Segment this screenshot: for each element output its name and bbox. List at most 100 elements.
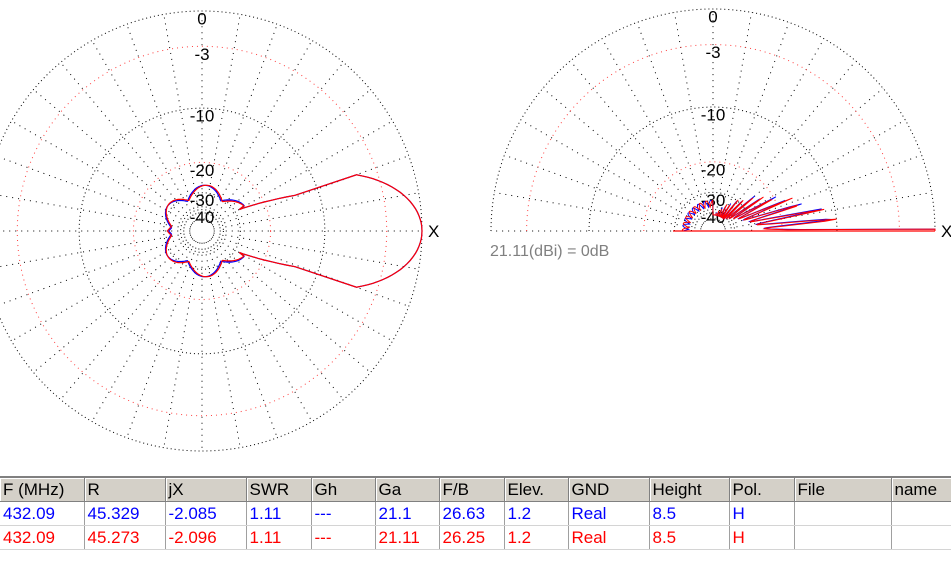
ring-label: -20 xyxy=(190,161,215,180)
column-header[interactable]: GND xyxy=(568,478,650,502)
grid-spoke xyxy=(723,154,922,228)
column-header[interactable]: SWR xyxy=(246,478,312,502)
ring-label: -20 xyxy=(701,160,726,179)
table-cell: 1.2 xyxy=(504,525,569,550)
grid-ring xyxy=(490,8,936,232)
table-cell xyxy=(794,525,892,550)
grid-spoke xyxy=(504,154,703,228)
grid-spoke xyxy=(212,234,409,307)
table-row[interactable]: 432.09 45.329 -2.085 1.11 --- 21.1 26.63 1.2 Rea… xyxy=(0,501,951,526)
grid-spoke xyxy=(724,191,932,230)
column-header[interactable]: F (MHz) xyxy=(0,478,85,502)
grid-ring xyxy=(163,192,241,270)
azimuth-pattern-plot: 0 -3 -10 -20 -30-40 X xyxy=(0,9,439,452)
table-cell: --- xyxy=(311,525,376,550)
grid-spoke xyxy=(210,238,371,373)
grid-spoke xyxy=(636,22,710,221)
table-cell: 26.63 xyxy=(439,501,505,526)
column-header[interactable]: name xyxy=(891,478,951,502)
column-header[interactable]: R xyxy=(84,478,166,502)
grid-spoke xyxy=(207,40,313,222)
table-row[interactable]: 432.09 45.273 -2.096 1.11 --- 21.11 26.25 1.2 Re… xyxy=(0,525,951,550)
grid-spoke xyxy=(91,40,197,222)
table-cell: --- xyxy=(311,501,376,526)
ring-label: -10 xyxy=(190,107,215,126)
gain-reference-label: 21.11(dBi) = 0dB xyxy=(490,243,610,260)
column-header[interactable]: jX xyxy=(165,478,247,502)
axis-marker-x: X xyxy=(428,222,439,241)
column-header[interactable]: Ga xyxy=(375,478,440,502)
column-header[interactable]: Gh xyxy=(311,478,376,502)
grid-spoke xyxy=(126,24,199,221)
table-cell: Real xyxy=(568,525,650,550)
table-cell: 8.5 xyxy=(649,501,730,526)
table-cell: H xyxy=(729,525,795,550)
grid-ring xyxy=(132,161,272,301)
axis-marker-x: X xyxy=(941,222,951,241)
table-cell: 45.329 xyxy=(84,501,166,526)
grid-spoke xyxy=(569,60,706,223)
grid-spoke xyxy=(520,119,703,226)
grid-spoke xyxy=(718,38,825,221)
column-header[interactable]: Pol. xyxy=(729,478,795,502)
table-cell xyxy=(794,501,892,526)
grid-spoke xyxy=(494,191,702,230)
table-cell: 26.25 xyxy=(439,525,505,550)
grid-spoke xyxy=(210,89,371,224)
ring-label: -40 xyxy=(701,208,726,227)
grid-spoke xyxy=(126,241,199,438)
ring-label: -3 xyxy=(194,45,209,64)
grid-spoke xyxy=(11,236,193,342)
grid-spoke xyxy=(542,87,705,224)
column-header[interactable]: Elev. xyxy=(504,478,569,502)
ring-label: -3 xyxy=(705,43,720,62)
series-red-trace xyxy=(681,196,936,232)
column-header[interactable]: Height xyxy=(649,478,730,502)
grid-spoke xyxy=(0,232,191,268)
table-cell: 45.273 xyxy=(84,525,166,550)
grid-spoke xyxy=(601,38,708,221)
grid-spoke xyxy=(720,60,857,223)
table-cell: Real xyxy=(568,501,650,526)
grid-spoke xyxy=(213,192,419,230)
grid-spoke xyxy=(60,239,195,400)
grid-ring xyxy=(16,45,388,417)
grid-spoke xyxy=(716,22,790,221)
column-header[interactable]: F/B xyxy=(439,478,505,502)
grid-spoke xyxy=(91,240,197,422)
grid-spoke xyxy=(213,232,419,270)
table-cell: 1.2 xyxy=(504,501,569,526)
table-cell: 432.09 xyxy=(0,501,85,526)
grid-ring xyxy=(78,107,326,355)
table-cell xyxy=(891,525,951,550)
polar-plots: 0-3-10-20-30-40X 0-3-10-20-30-40X xyxy=(0,7,951,452)
table-cell: 21.11 xyxy=(375,525,440,550)
grid-ring xyxy=(180,209,224,253)
table-cell xyxy=(891,501,951,526)
ring-label: -40 xyxy=(190,208,215,227)
table-cell: -2.096 xyxy=(165,525,247,550)
ring-label: 0 xyxy=(197,9,206,28)
grid-spoke xyxy=(207,240,313,422)
grid-spoke xyxy=(209,62,344,223)
table-cell: 1.11 xyxy=(246,501,312,526)
grid-spoke xyxy=(203,242,241,448)
table-cell: 21.1 xyxy=(375,501,440,526)
ring-label: -30 xyxy=(190,191,215,210)
grid-ring xyxy=(643,161,783,232)
series-red-trace xyxy=(165,174,423,288)
grid-spoke xyxy=(209,239,344,400)
ring-label: 0 xyxy=(708,7,717,26)
grid-spoke xyxy=(0,194,191,230)
elevation-pattern-plot: 0-3-10-20-30-40X xyxy=(490,7,951,241)
grid-ring xyxy=(526,44,900,232)
table-cell: H xyxy=(729,501,795,526)
table-cell: 8.5 xyxy=(649,525,730,550)
grid-ring xyxy=(690,208,736,232)
table-cell: -2.085 xyxy=(165,501,247,526)
column-header[interactable]: File xyxy=(794,478,892,502)
grid-spoke xyxy=(60,62,195,223)
